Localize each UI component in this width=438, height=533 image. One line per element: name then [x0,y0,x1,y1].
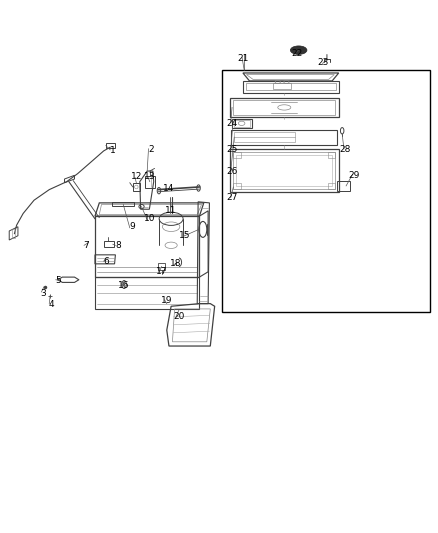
Text: 9: 9 [129,222,135,231]
Text: 8: 8 [115,241,121,250]
Text: 18: 18 [170,260,181,268]
Text: 4: 4 [49,300,54,309]
Text: 3: 3 [40,288,46,297]
Ellipse shape [290,46,307,54]
Text: 10: 10 [144,214,155,223]
Text: 15: 15 [179,231,191,240]
Text: 2: 2 [149,146,154,155]
Text: 7: 7 [83,241,89,250]
Text: 17: 17 [156,268,167,276]
Text: 1: 1 [110,147,115,156]
Text: 23: 23 [318,58,329,67]
Text: 19: 19 [161,296,173,305]
Text: 13: 13 [144,172,155,181]
Text: 5: 5 [55,276,61,285]
Text: 21: 21 [237,54,249,63]
Text: 22: 22 [292,49,303,58]
Text: 12: 12 [131,172,142,181]
Text: 28: 28 [339,146,351,155]
Text: 25: 25 [226,146,238,155]
Text: 27: 27 [226,193,238,202]
Text: 29: 29 [348,171,360,180]
Text: 6: 6 [103,257,109,265]
Text: 26: 26 [226,166,238,175]
Text: 20: 20 [173,312,185,321]
Text: 14: 14 [163,183,175,192]
Text: 24: 24 [226,119,238,128]
Text: 11: 11 [166,206,177,215]
Bar [223,70,430,312]
Text: 16: 16 [117,280,129,289]
